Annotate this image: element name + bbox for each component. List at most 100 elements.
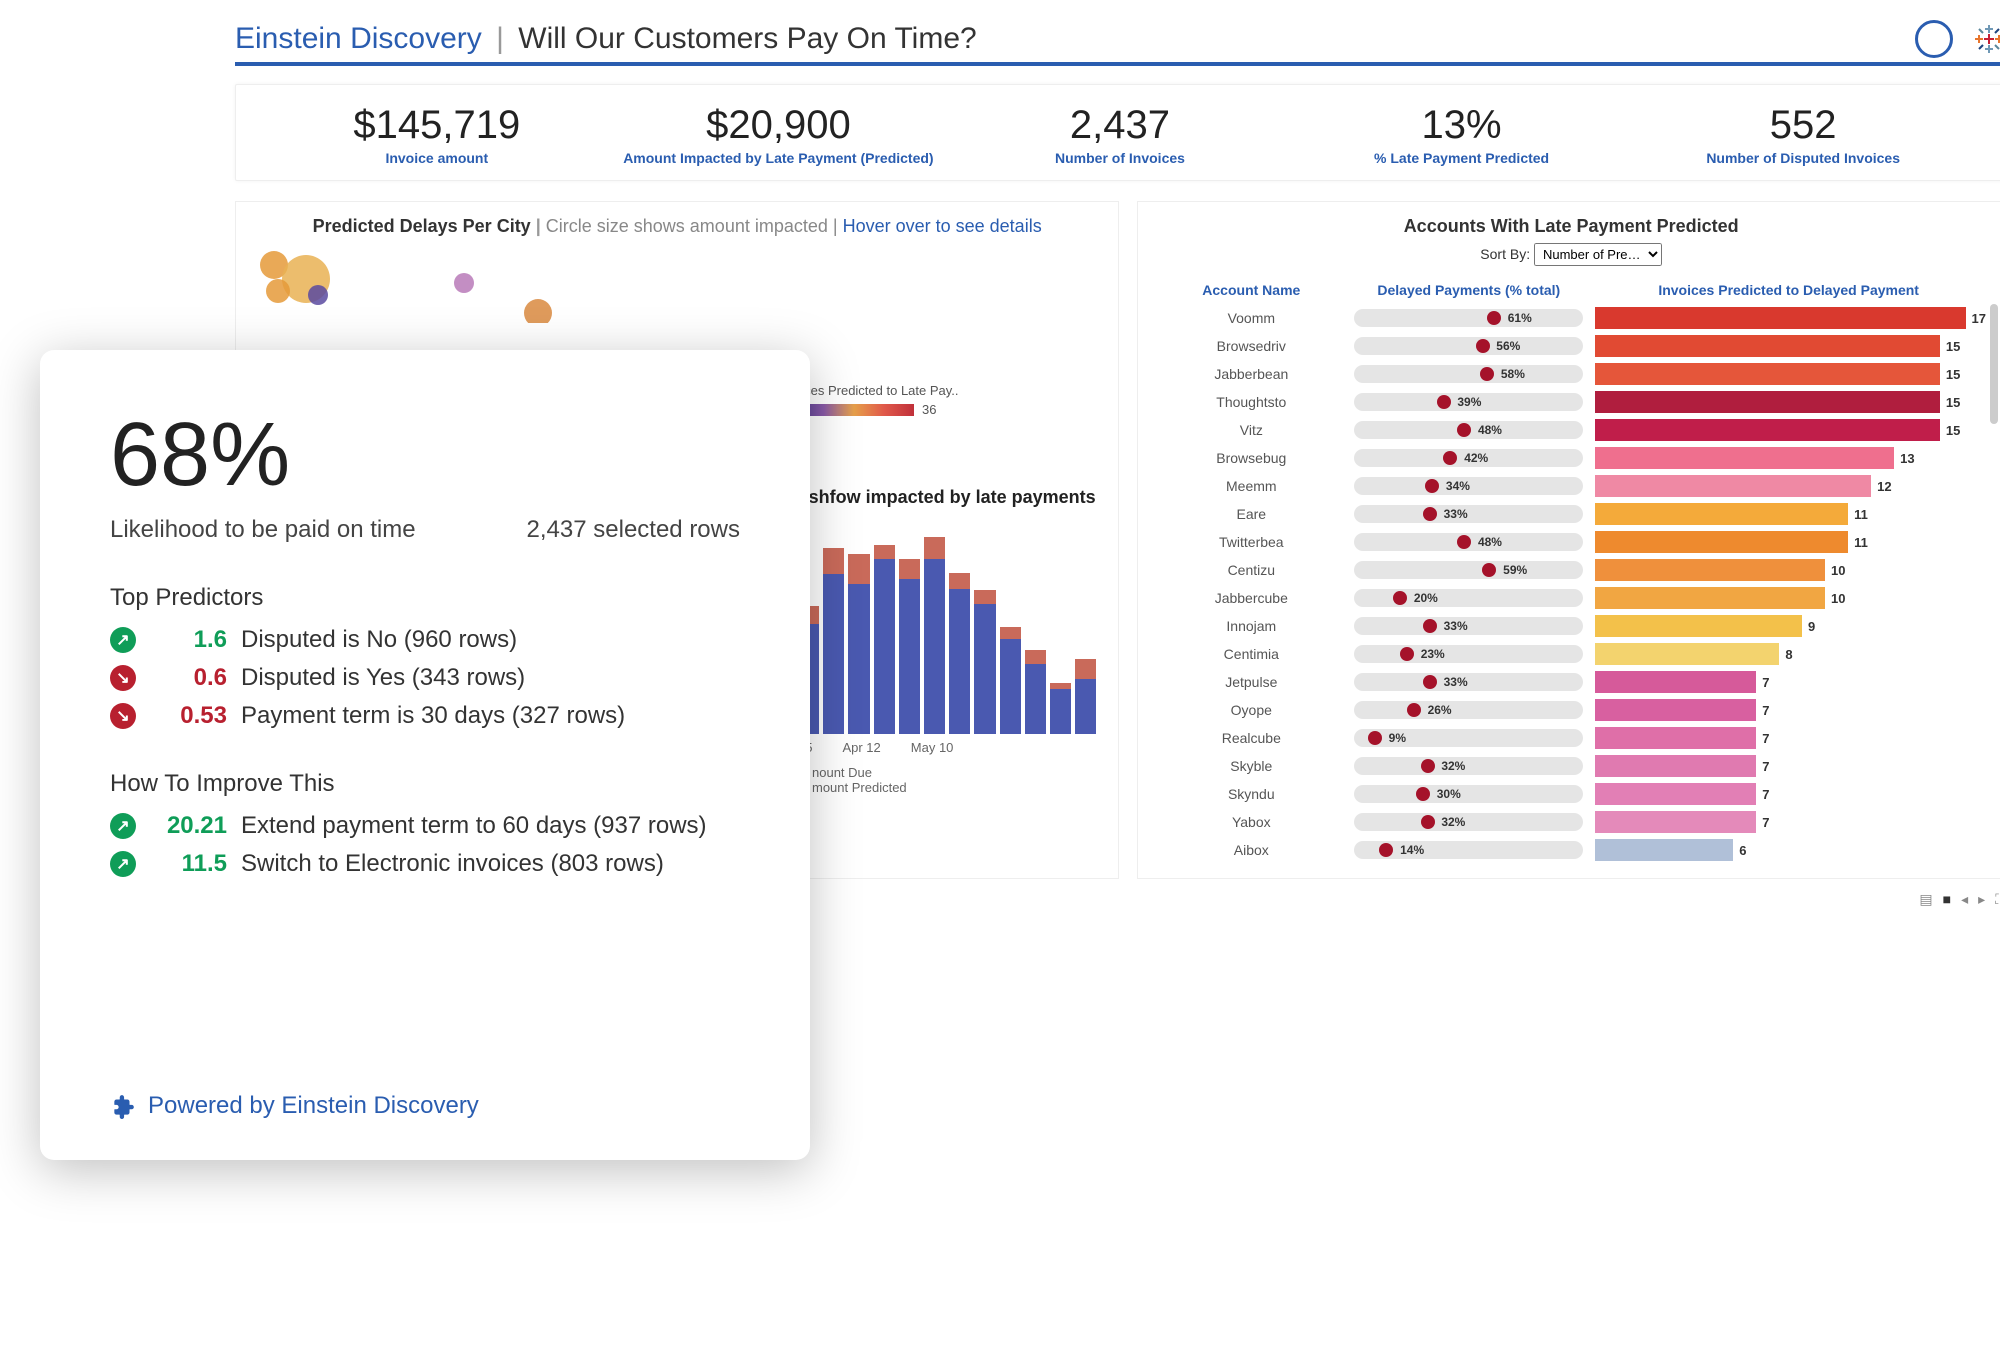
account-name: Eare — [1156, 506, 1346, 522]
sort-row: Sort By: Number of Pre… — [1156, 243, 1986, 266]
arrow-up-icon: ↗ — [110, 627, 136, 653]
delay-cell: 39% — [1346, 393, 1591, 411]
legend-label: oices Predicted to Late Pay.. — [794, 383, 959, 398]
sort-select[interactable]: Number of Pre… — [1534, 243, 1662, 266]
col-invoices[interactable]: Invoices Predicted to Delayed Payment — [1591, 282, 1986, 298]
map-area[interactable] — [254, 243, 1100, 323]
accounts-title: Accounts With Late Payment Predicted — [1156, 216, 1986, 237]
account-name: Jetpulse — [1156, 674, 1346, 690]
improve-heading: How To Improve This — [110, 770, 740, 798]
title-bar: Einstein Discovery | Will Our Customers … — [235, 20, 2000, 66]
present-icon[interactable]: ⛶ — [1995, 891, 2000, 908]
map-bubble[interactable] — [266, 279, 290, 303]
invoice-cell: 15 — [1591, 335, 1986, 357]
delay-cell: 32% — [1346, 813, 1591, 831]
improvement-row: ↗ 11.5 Switch to Electronic invoices (80… — [110, 850, 740, 878]
account-name: Browsebug — [1156, 450, 1346, 466]
account-name: Skyble — [1156, 758, 1346, 774]
scrollbar[interactable] — [1990, 304, 1998, 424]
table-row[interactable]: Centizu 59% 10 — [1156, 556, 1986, 584]
tableau-logo-icon[interactable] — [1973, 23, 2000, 55]
cashflow-bar[interactable] — [1000, 627, 1021, 734]
table-row[interactable]: Skyble 32% 7 — [1156, 752, 1986, 780]
delay-cell: 59% — [1346, 561, 1591, 579]
cashflow-bar[interactable] — [1050, 683, 1071, 734]
table-row[interactable]: Jabberbean 58% 15 — [1156, 360, 1986, 388]
table-row[interactable]: Innojam 33% 9 — [1156, 612, 1986, 640]
account-name: Centimia — [1156, 646, 1346, 662]
cashflow-chart[interactable] — [794, 514, 1100, 734]
table-row[interactable]: Skyndu 30% 7 — [1156, 780, 1986, 808]
cashflow-bar[interactable] — [1025, 650, 1046, 734]
kpi-card[interactable]: 2,437 Number of Invoices — [949, 103, 1291, 166]
kpi-card[interactable]: $20,900 Amount Impacted by Late Payment … — [608, 103, 950, 166]
kpi-value: $145,719 — [266, 103, 608, 148]
table-row[interactable]: Twitterbea 48% 11 — [1156, 528, 1986, 556]
kpi-card[interactable]: 552 Number of Disputed Invoices — [1632, 103, 1974, 166]
cashflow-bar[interactable] — [899, 559, 920, 734]
table-row[interactable]: Eare 33% 11 — [1156, 500, 1986, 528]
page-title: Einstein Discovery | Will Our Customers … — [235, 22, 977, 56]
prev-icon[interactable]: ◂ — [1961, 891, 1968, 908]
delay-cell: 33% — [1346, 673, 1591, 691]
map-bubble[interactable] — [308, 285, 328, 305]
popover-footer[interactable]: Powered by Einstein Discovery — [110, 1092, 479, 1120]
table-row[interactable]: Browsebug 42% 13 — [1156, 444, 1986, 472]
table-header: Account Name Delayed Payments (% total) … — [1156, 276, 1986, 304]
table-row[interactable]: Aibox 14% 6 — [1156, 836, 1986, 864]
table-row[interactable]: Jabbercube 20% 10 — [1156, 584, 1986, 612]
table-row[interactable]: Voomm 61% 17 — [1156, 304, 1986, 332]
table-row[interactable]: Oyope 26% 7 — [1156, 696, 1986, 724]
x-tick-label: Apr 12 — [842, 740, 880, 755]
delay-cell: 56% — [1346, 337, 1591, 355]
title-separator: | — [496, 22, 504, 55]
next-icon[interactable]: ▸ — [1978, 891, 1985, 908]
cashflow-bar[interactable] — [848, 554, 869, 734]
table-row[interactable]: Thoughtsto 39% 15 — [1156, 388, 1986, 416]
predictor-text: Disputed is Yes (343 rows) — [241, 664, 525, 692]
predictors-list: ↗ 1.6 Disputed is No (960 rows) ↘ 0.6 Di… — [110, 626, 740, 730]
account-name: Voomm — [1156, 310, 1346, 326]
cashflow-bar[interactable] — [823, 548, 844, 734]
kpi-card[interactable]: 13% % Late Payment Predicted — [1291, 103, 1633, 166]
cashflow-bar[interactable] — [974, 590, 995, 734]
delay-cell: 34% — [1346, 477, 1591, 495]
legend-pred: mount Predicted — [812, 780, 907, 795]
map-hover-link[interactable]: Hover over to see details — [843, 216, 1042, 236]
table-row[interactable]: Jetpulse 33% 7 — [1156, 668, 1986, 696]
account-name: Skyndu — [1156, 786, 1346, 802]
invoice-cell: 10 — [1591, 559, 1986, 581]
invoice-cell: 7 — [1591, 699, 1986, 721]
col-account-name[interactable]: Account Name — [1156, 282, 1346, 298]
account-name: Twitterbea — [1156, 534, 1346, 550]
map-bubble[interactable] — [524, 299, 552, 323]
invoice-cell: 7 — [1591, 727, 1986, 749]
kpi-card[interactable]: $145,719 Invoice amount — [266, 103, 608, 166]
account-name: Innojam — [1156, 618, 1346, 634]
view-list-icon[interactable]: ▤ — [1919, 891, 1932, 908]
kpi-label: Number of Disputed Invoices — [1632, 150, 1974, 166]
cashflow-bar[interactable] — [924, 537, 945, 734]
arrow-down-icon: ↘ — [110, 665, 136, 691]
map-bubble[interactable] — [454, 273, 474, 293]
cashflow-title: ashfow impacted by late payments — [794, 487, 1100, 508]
table-row[interactable]: Centimia 23% 8 — [1156, 640, 1986, 668]
cashflow-bar[interactable] — [874, 545, 895, 734]
popover-footer-text: Powered by Einstein Discovery — [148, 1092, 479, 1120]
arrow-up-icon: ↗ — [110, 851, 136, 877]
cashflow-bar[interactable] — [949, 573, 970, 734]
col-delayed-pct[interactable]: Delayed Payments (% total) — [1346, 282, 1591, 298]
table-row[interactable]: Meemm 34% 12 — [1156, 472, 1986, 500]
view-grid-icon[interactable]: ■ — [1943, 891, 1951, 908]
predictor-text: Disputed is No (960 rows) — [241, 626, 517, 654]
table-row[interactable]: Yabox 32% 7 — [1156, 808, 1986, 836]
table-row[interactable]: Realcube 9% 7 — [1156, 724, 1986, 752]
table-row[interactable]: Vitz 48% 15 — [1156, 416, 1986, 444]
table-row[interactable]: Browsedriv 56% 15 — [1156, 332, 1986, 360]
header-icons — [1915, 20, 2000, 58]
legend-gradient — [794, 404, 914, 416]
map-title: Predicted Delays Per City | Circle size … — [254, 216, 1100, 237]
predictor-row: ↗ 1.6 Disputed is No (960 rows) — [110, 626, 740, 654]
einstein-avatar-icon[interactable] — [1915, 20, 1953, 58]
cashflow-bar[interactable] — [1075, 659, 1096, 734]
